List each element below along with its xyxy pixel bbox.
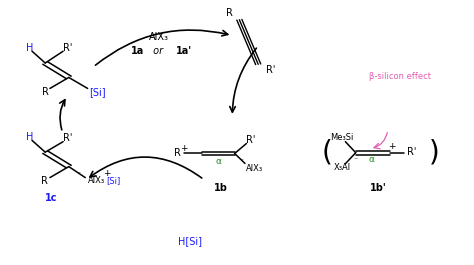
Text: β-silicon effect: β-silicon effect	[369, 72, 430, 81]
Text: Me₃Si: Me₃Si	[330, 133, 353, 142]
Text: 1a: 1a	[131, 46, 144, 56]
Text: AlX₃: AlX₃	[246, 164, 263, 173]
Text: R: R	[42, 87, 49, 97]
Text: H[Si]: H[Si]	[178, 236, 202, 246]
Text: AlX₃: AlX₃	[149, 32, 169, 42]
Text: α: α	[215, 157, 221, 166]
Text: R': R'	[407, 147, 417, 157]
Text: or: or	[150, 46, 166, 56]
Text: R': R'	[246, 135, 255, 145]
Text: +: +	[103, 169, 110, 178]
Text: R: R	[41, 176, 48, 186]
Text: H: H	[26, 132, 33, 142]
Text: 1c: 1c	[45, 193, 57, 203]
Text: X₃Al: X₃Al	[334, 164, 351, 173]
Text: +: +	[388, 142, 395, 151]
Text: AlX₃: AlX₃	[88, 176, 105, 185]
Text: H: H	[26, 43, 33, 53]
Text: 1a': 1a'	[176, 46, 192, 56]
Text: R': R'	[63, 133, 73, 143]
Text: 1b: 1b	[214, 183, 228, 193]
Text: [Si]: [Si]	[107, 176, 121, 185]
Text: (: (	[321, 138, 332, 166]
Text: R: R	[226, 8, 232, 18]
Text: ⁻: ⁻	[76, 169, 80, 178]
Text: 1b': 1b'	[370, 183, 387, 193]
Text: R: R	[173, 148, 181, 158]
Text: +: +	[180, 144, 188, 153]
Text: ⁻: ⁻	[353, 156, 357, 165]
Text: α: α	[369, 155, 375, 164]
Text: [Si]: [Si]	[89, 87, 105, 97]
Text: R': R'	[63, 43, 73, 53]
Text: ): )	[428, 138, 439, 166]
Text: R': R'	[266, 65, 275, 75]
Text: ⁻: ⁻	[240, 156, 244, 165]
